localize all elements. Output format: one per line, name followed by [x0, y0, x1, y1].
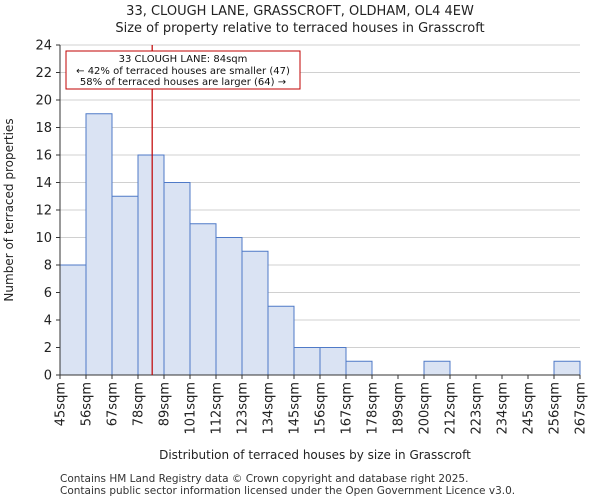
bar	[267, 305, 295, 376]
y-tick-label: 6	[44, 286, 52, 301]
y-tick-label: 2	[44, 341, 52, 356]
x-tick-label: 101sqm	[184, 382, 199, 435]
bars	[59, 113, 581, 376]
x-tick-label: 200sqm	[418, 382, 433, 435]
bar	[215, 237, 243, 376]
x-tick-label: 212sqm	[444, 382, 459, 435]
x-tick-label: 145sqm	[288, 382, 303, 435]
x-tick-label: 45sqm	[54, 382, 69, 426]
bar	[241, 250, 269, 376]
annotation-frame	[65, 50, 301, 90]
y-tick-label: 12	[35, 204, 52, 219]
y-tick-label: 18	[35, 121, 52, 136]
x-tick-label: 267sqm	[574, 382, 589, 435]
bar	[163, 182, 191, 376]
y-tick-label: 10	[35, 231, 52, 246]
y-tick-label: 14	[35, 176, 52, 191]
x-tick-label: 67sqm	[106, 382, 121, 426]
x-tick-label: 156sqm	[314, 382, 329, 435]
bar	[111, 195, 139, 376]
chart-subtitle: Size of property relative to terraced ho…	[115, 21, 485, 36]
annotation-line-2: ← 42% of terraced houses are smaller (47…	[76, 66, 290, 77]
footer-line-2: Contains public sector information licen…	[60, 485, 516, 497]
chart-title: 33, CLOUGH LANE, GRASSCROFT, OLDHAM, OL4…	[126, 4, 474, 19]
bar	[553, 360, 581, 376]
footer-line-1: Contains HM Land Registry data © Crown c…	[60, 473, 469, 485]
annotation-line-3: 58% of terraced houses are larger (64) →	[80, 77, 286, 88]
y-axis-label: Number of terraced properties	[2, 118, 16, 301]
y-tick-label: 22	[35, 66, 52, 81]
x-tick-label: 223sqm	[470, 382, 485, 435]
x-tick-label: 245sqm	[522, 382, 537, 435]
bar	[423, 360, 451, 376]
x-axis-label: Distribution of terraced houses by size …	[159, 448, 471, 462]
bar	[345, 360, 373, 376]
x-tick-label: 89sqm	[158, 382, 173, 426]
bar	[137, 154, 165, 376]
y-tick-label: 16	[35, 149, 52, 164]
x-tick-label: 167sqm	[340, 382, 355, 435]
y-tick-label: 20	[35, 94, 52, 109]
x-tick-label: 123sqm	[236, 382, 251, 435]
annotation-box: 33 CLOUGH LANE: 84sqm ← 42% of terraced …	[65, 50, 301, 90]
x-axis-ticks: 45sqm 56sqm 67sqm 78sqm 89sqm 101sqm 112sqm 123…	[54, 375, 589, 435]
bar	[85, 113, 113, 376]
x-tick-label: 189sqm	[392, 382, 407, 435]
y-tick-label: 24	[35, 39, 52, 54]
x-tick-label: 256sqm	[548, 382, 563, 435]
x-tick-label: 134sqm	[262, 382, 277, 435]
annotation-line-1: 33 CLOUGH LANE: 84sqm	[119, 54, 248, 65]
y-tick-label: 0	[44, 369, 52, 384]
x-tick-label: 178sqm	[366, 382, 381, 435]
y-tick-label: 4	[44, 314, 52, 329]
bar	[293, 347, 321, 376]
x-tick-label: 234sqm	[496, 382, 511, 435]
y-tick-label: 8	[44, 259, 52, 274]
x-tick-label: 112sqm	[210, 382, 225, 435]
x-tick-label: 78sqm	[132, 382, 147, 426]
x-tick-label: 56sqm	[80, 382, 95, 426]
bar	[189, 223, 217, 376]
bar	[319, 347, 347, 376]
bar	[59, 264, 87, 376]
